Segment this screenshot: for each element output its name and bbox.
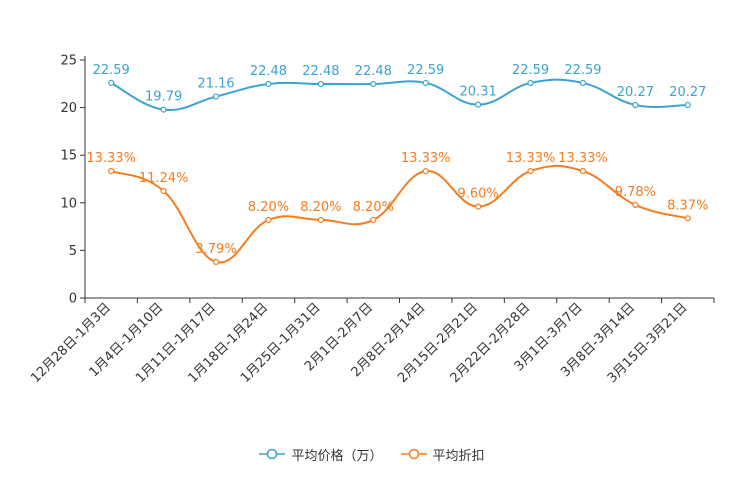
data-label: 9.60% xyxy=(457,187,498,202)
data-label: 8.20% xyxy=(248,200,289,215)
data-point xyxy=(475,101,482,108)
data-point xyxy=(684,101,691,109)
data-label: 22.59 xyxy=(407,63,444,78)
data-point xyxy=(632,201,639,208)
y-tick-label: 0 xyxy=(69,292,77,307)
data-point xyxy=(632,101,639,109)
data-label: 8.20% xyxy=(300,200,341,215)
series-line xyxy=(110,78,688,112)
data-point xyxy=(370,80,377,88)
y-tick-label: 15 xyxy=(60,149,77,164)
legend-item-price[interactable]: 平均价格（万） xyxy=(259,445,383,464)
data-point xyxy=(475,203,482,210)
data-point xyxy=(160,187,167,195)
data-point xyxy=(160,106,167,113)
legend: 平均价格（万） 平均折扣 xyxy=(0,444,744,464)
data-point xyxy=(527,167,534,175)
data-label: 8.37% xyxy=(667,198,708,213)
data-point xyxy=(579,79,587,87)
y-tick-label: 5 xyxy=(69,244,77,259)
data-label: 20.31 xyxy=(460,85,497,100)
data-label: 11.24% xyxy=(139,171,189,186)
data-label: 22.59 xyxy=(93,63,130,78)
y-tick-label: 25 xyxy=(60,54,77,69)
y-tick-label: 20 xyxy=(60,101,77,116)
data-label: 22.59 xyxy=(564,63,601,78)
data-point xyxy=(317,216,324,224)
data-point xyxy=(212,258,220,266)
data-label: 22.59 xyxy=(512,63,549,78)
data-point xyxy=(212,93,220,100)
data-point xyxy=(265,216,272,224)
data-label: 22.48 xyxy=(355,64,392,79)
data-point xyxy=(108,167,115,175)
data-point xyxy=(422,79,429,87)
legend-line-circle-icon xyxy=(400,448,427,460)
data-point xyxy=(579,167,587,175)
y-tick-label: 10 xyxy=(60,196,77,211)
data-label: 9.78% xyxy=(615,185,656,200)
data-point xyxy=(527,79,534,87)
data-point xyxy=(108,79,115,87)
data-label: 22.48 xyxy=(250,64,287,79)
data-label: 22.48 xyxy=(302,64,339,79)
data-point xyxy=(422,167,429,175)
data-point xyxy=(265,80,272,88)
legend-line-circle-icon xyxy=(259,448,286,460)
data-label: 13.33% xyxy=(86,151,136,166)
data-point xyxy=(370,216,377,224)
data-label: 20.27 xyxy=(617,85,654,100)
data-point xyxy=(684,215,691,222)
legend-item-discount[interactable]: 平均折扣 xyxy=(400,445,485,464)
data-label: 3.79% xyxy=(195,242,236,257)
data-label: 13.33% xyxy=(506,151,556,166)
data-label: 20.27 xyxy=(669,85,706,100)
data-point xyxy=(317,80,324,88)
data-label: 21.16 xyxy=(197,77,234,92)
legend-label: 平均折扣 xyxy=(432,448,485,464)
data-label: 19.79 xyxy=(145,90,182,105)
data-label: 8.20% xyxy=(353,200,394,215)
legend-label: 平均价格（万） xyxy=(291,448,383,464)
data-label: 13.33% xyxy=(558,151,608,166)
data-label: 13.33% xyxy=(401,151,451,166)
